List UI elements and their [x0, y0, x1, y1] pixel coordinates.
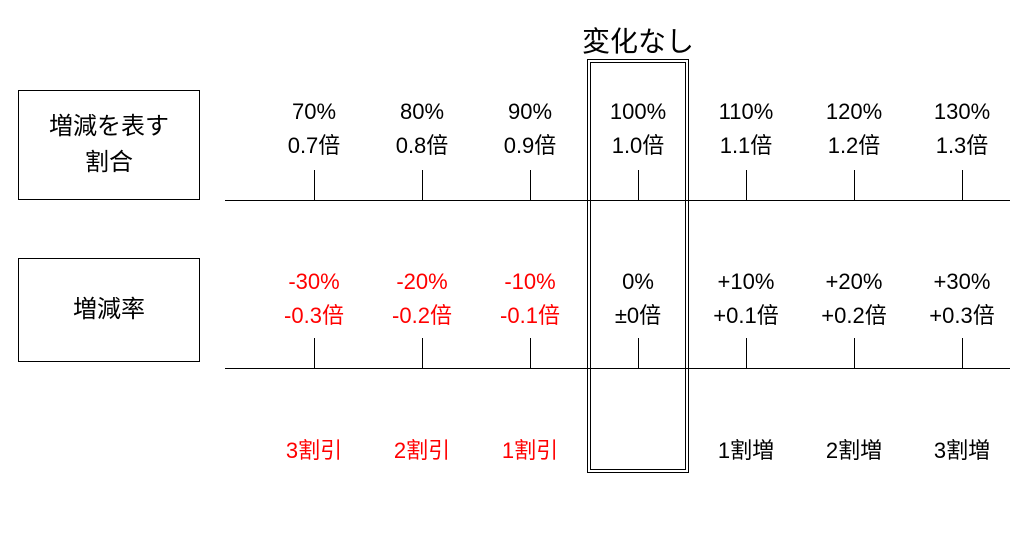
waribiki-cell: 1割引 [476, 434, 584, 468]
waribiki-cell: 3割増 [908, 434, 1016, 468]
title-no-change: 変化なし [558, 20, 718, 60]
change-cell: 0%±0倍 [584, 265, 692, 333]
label-ratio-line1: 増減を表す [49, 109, 169, 145]
tick-change [854, 338, 855, 368]
ratio-pct: 80% [400, 99, 444, 124]
change-pct: +20% [826, 269, 883, 294]
tick-ratio [638, 170, 639, 200]
ratio-cell: 80% 0.8倍 [368, 95, 476, 163]
axis-ratio [225, 200, 1010, 201]
ratio-pct: 100% [610, 99, 666, 124]
waribiki-cell: 3割引 [260, 434, 368, 468]
tick-change [638, 338, 639, 368]
change-cell: +30% +0.3倍 [908, 265, 1016, 333]
tick-change [530, 338, 531, 368]
change-pct: -30% [288, 269, 339, 294]
tick-ratio [530, 170, 531, 200]
ratio-cell: 110% 1.1倍 [692, 95, 800, 163]
ratio-mult: 1.3倍 [936, 133, 989, 158]
ratio-pct: 90% [508, 99, 552, 124]
ratio-cell: 130% 1.3倍 [908, 95, 1016, 163]
change-cell: +20% +0.2倍 [800, 265, 908, 333]
ratio-pct: 120% [826, 99, 882, 124]
ratio-pct: 130% [934, 99, 990, 124]
label-ratio-box: 増減を表す割合 [18, 90, 200, 200]
change-pct: -20% [396, 269, 447, 294]
ratio-mult: 1.0倍 [612, 133, 665, 158]
tick-ratio [422, 170, 423, 200]
change-pct: 0% [622, 269, 654, 294]
waribiki-cell: 1割増 [692, 434, 800, 468]
ratio-cell: 90% 0.9倍 [476, 95, 584, 163]
change-pct: -10% [504, 269, 555, 294]
ratio-cell: 100% 1.0倍 [584, 95, 692, 163]
ratio-cell: 120% 1.2倍 [800, 95, 908, 163]
change-cell: -20% -0.2倍 [368, 265, 476, 333]
waribiki-cell: 2割引 [368, 434, 476, 468]
tick-change [746, 338, 747, 368]
tick-change [314, 338, 315, 368]
ratio-pct: 110% [719, 99, 774, 124]
ratio-mult: 0.7倍 [288, 133, 341, 158]
axis-change [225, 368, 1010, 369]
change-cell: -10% -0.1倍 [476, 265, 584, 333]
change-mult: -0.1倍 [500, 303, 560, 328]
change-pct: +30% [934, 269, 991, 294]
label-change-box: 増減率 [18, 258, 200, 362]
change-mult: +0.3倍 [929, 303, 994, 328]
waribiki-cell: 2割増 [800, 434, 908, 468]
change-mult: -0.2倍 [392, 303, 452, 328]
tick-change [422, 338, 423, 368]
change-mult: +0.2倍 [821, 303, 886, 328]
change-cell: -30% -0.3倍 [260, 265, 368, 333]
tick-ratio [962, 170, 963, 200]
ratio-cell: 70% 0.7倍 [260, 95, 368, 163]
label-ratio-line2: 割合 [85, 145, 133, 181]
change-mult: +0.1倍 [713, 303, 778, 328]
tick-change [962, 338, 963, 368]
tick-ratio [746, 170, 747, 200]
change-pct: +10% [718, 269, 775, 294]
change-cell: +10% +0.1倍 [692, 265, 800, 333]
change-mult: ±0倍 [615, 303, 661, 328]
tick-ratio [854, 170, 855, 200]
ratio-mult: 1.1倍 [720, 133, 773, 158]
ratio-pct: 70% [292, 99, 336, 124]
ratio-mult: 0.8倍 [396, 133, 449, 158]
change-mult: -0.3倍 [284, 303, 344, 328]
tick-ratio [314, 170, 315, 200]
ratio-mult: 0.9倍 [504, 133, 557, 158]
ratio-mult: 1.2倍 [828, 133, 881, 158]
